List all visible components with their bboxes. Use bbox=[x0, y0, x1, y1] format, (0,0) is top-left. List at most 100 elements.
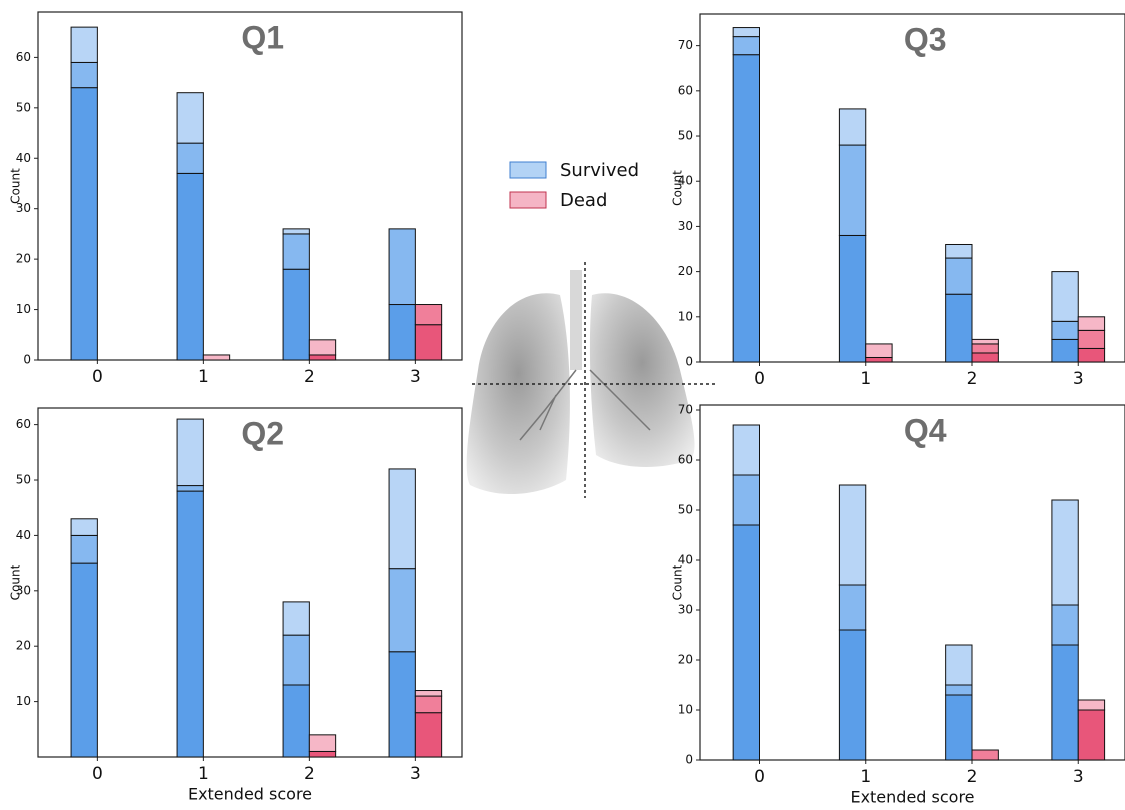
bar-segment bbox=[389, 569, 415, 652]
bar-segment bbox=[839, 585, 865, 630]
y-tick-label: 30 bbox=[678, 603, 693, 617]
bar-segment bbox=[71, 27, 97, 62]
y-tick-label: 40 bbox=[16, 528, 31, 542]
bar-segment bbox=[1052, 321, 1078, 339]
bar-segment bbox=[415, 691, 441, 697]
y-tick-label: 10 bbox=[678, 703, 693, 717]
y-tick-label: 0 bbox=[685, 355, 693, 369]
bar-segment bbox=[839, 109, 865, 145]
bar-segment bbox=[283, 234, 309, 269]
bar-segment bbox=[415, 713, 441, 757]
y-axis-label: Count bbox=[9, 168, 23, 204]
x-tick-label: 0 bbox=[92, 367, 103, 387]
x-tick-label: 0 bbox=[754, 369, 765, 389]
bar-segment bbox=[283, 229, 309, 234]
y-tick-label: 50 bbox=[16, 100, 31, 114]
bar-segment bbox=[283, 602, 309, 635]
bar-segment bbox=[733, 28, 759, 37]
x-tick-label: 3 bbox=[410, 764, 421, 784]
bar-segment bbox=[177, 93, 203, 143]
x-tick-label: 3 bbox=[1073, 369, 1084, 389]
bar-segment bbox=[733, 37, 759, 55]
legend-swatch bbox=[510, 192, 546, 208]
bar-segment bbox=[839, 145, 865, 235]
legend: Survived Dead bbox=[510, 160, 639, 211]
bar-segment bbox=[71, 519, 97, 536]
bar-segment bbox=[1052, 645, 1078, 760]
bar-segment bbox=[1078, 348, 1104, 362]
x-tick-label: 0 bbox=[92, 764, 103, 784]
bar-segment bbox=[283, 685, 309, 757]
bar-segment bbox=[309, 355, 335, 360]
x-tick-label: 1 bbox=[198, 764, 209, 784]
y-tick-label: 70 bbox=[678, 38, 693, 52]
bar-segment bbox=[415, 325, 441, 360]
bar-segment bbox=[389, 229, 415, 305]
chart-title: Q4 bbox=[904, 412, 947, 448]
x-tick-label: 1 bbox=[198, 367, 209, 387]
y-tick-label: 50 bbox=[16, 473, 31, 487]
bar-segment bbox=[733, 525, 759, 760]
y-tick-label: 40 bbox=[678, 553, 693, 567]
y-tick-label: 0 bbox=[685, 753, 693, 767]
bar-segment bbox=[839, 235, 865, 362]
bar-segment bbox=[71, 563, 97, 757]
x-tick-label: 2 bbox=[967, 767, 978, 787]
bar-segment bbox=[946, 645, 972, 685]
legend-swatch bbox=[510, 162, 546, 178]
y-tick-label: 10 bbox=[16, 694, 31, 708]
y-tick-label: 40 bbox=[16, 151, 31, 165]
bar-segment bbox=[309, 735, 335, 752]
y-tick-label: 10 bbox=[16, 302, 31, 316]
bar-segment bbox=[415, 696, 441, 713]
y-tick-label: 20 bbox=[678, 653, 693, 667]
bar-segment bbox=[177, 173, 203, 360]
bar-segment bbox=[972, 353, 998, 362]
bar-segment bbox=[1052, 339, 1078, 362]
bar-segment bbox=[309, 340, 335, 355]
y-tick-label: 30 bbox=[678, 219, 693, 233]
bar-segment bbox=[1052, 272, 1078, 322]
bar-segment bbox=[283, 635, 309, 685]
y-tick-label: 20 bbox=[16, 639, 31, 653]
bar-segment bbox=[177, 491, 203, 757]
bar-segment bbox=[1052, 500, 1078, 605]
chart-title: Q1 bbox=[241, 19, 284, 55]
bar-segment bbox=[389, 305, 415, 360]
x-axis-label: Extended score bbox=[188, 785, 312, 804]
bar-segment bbox=[177, 486, 203, 492]
chart-title: Q2 bbox=[241, 415, 284, 451]
bar-segment bbox=[389, 469, 415, 569]
bar-segment bbox=[733, 55, 759, 362]
bar-segment bbox=[283, 269, 309, 360]
bar-segment bbox=[389, 652, 415, 757]
bar-segment bbox=[71, 535, 97, 563]
legend-label: Survived bbox=[560, 160, 639, 181]
x-tick-label: 2 bbox=[304, 764, 315, 784]
bar-segment bbox=[946, 244, 972, 258]
bar-segment bbox=[415, 305, 441, 325]
bar-segment bbox=[839, 630, 865, 760]
x-tick-label: 1 bbox=[860, 767, 871, 787]
bar-segment bbox=[309, 751, 335, 757]
x-axis-label: Extended score bbox=[850, 788, 974, 807]
y-tick-label: 20 bbox=[678, 264, 693, 278]
y-tick-label: 60 bbox=[678, 453, 693, 467]
y-tick-label: 60 bbox=[678, 83, 693, 97]
figure: Survived Dead 01020304050600123Q1Count10… bbox=[0, 0, 1125, 806]
bar-segment bbox=[972, 344, 998, 353]
y-axis-label: Count bbox=[9, 564, 23, 600]
bar-segment bbox=[1052, 605, 1078, 645]
bar-segment bbox=[972, 750, 998, 760]
x-tick-label: 2 bbox=[304, 367, 315, 387]
bar-segment bbox=[177, 143, 203, 173]
bar-segment bbox=[177, 419, 203, 485]
x-tick-label: 3 bbox=[410, 367, 421, 387]
bar-segment bbox=[839, 485, 865, 585]
y-tick-label: 50 bbox=[678, 503, 693, 517]
y-tick-label: 0 bbox=[23, 353, 31, 367]
bar-segment bbox=[946, 294, 972, 362]
bar-segment bbox=[866, 357, 892, 362]
bar-segment bbox=[1078, 317, 1104, 331]
y-axis-label: Count bbox=[671, 564, 685, 600]
